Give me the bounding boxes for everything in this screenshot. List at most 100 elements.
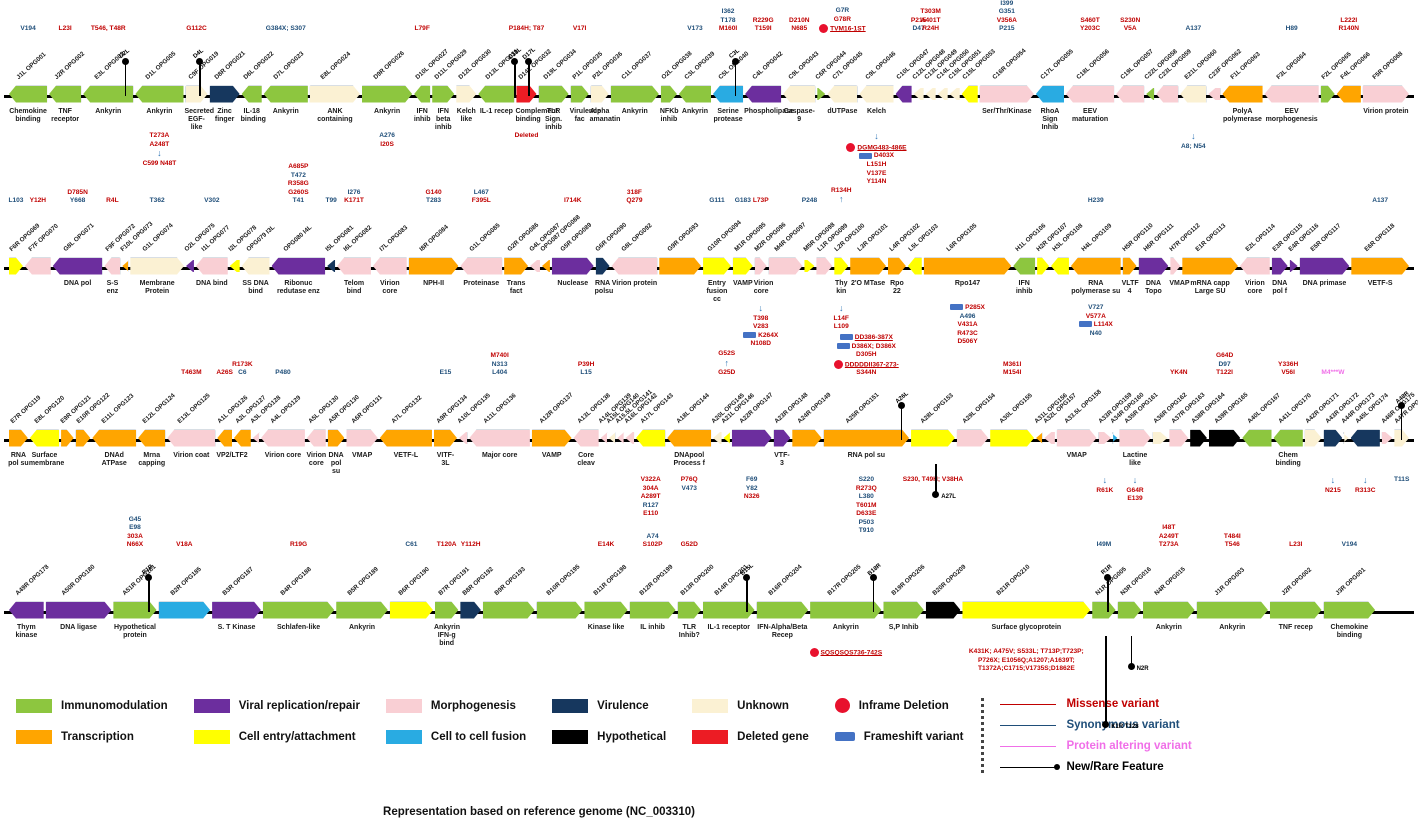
genome-row-2: L103 F6R OPG069 Y12H F7F OPG070 D785N Y668 G8L… (0, 163, 1418, 347)
gene-arrow (755, 258, 767, 275)
gene: T99 I5L OPG081 (324, 172, 355, 346)
gene-arrow (1239, 257, 1270, 275)
variants-below (551, 304, 595, 346)
gene-arrow-zone (327, 426, 346, 450)
variants-below (458, 476, 468, 518)
gene-arrow (362, 86, 412, 103)
variant-annotation: P184H; T87 (509, 25, 545, 34)
variants-below (503, 304, 529, 346)
gene-id-zone: C15L OPG053 (961, 34, 997, 82)
gene-function-label: Ankyrin (146, 108, 173, 115)
gene: V173 C3L OPG039 Ankyrin (678, 0, 716, 174)
gene-function-label: IFN-Alpha/Beta Recep (757, 624, 808, 640)
variants-below (956, 476, 989, 518)
gene-arrow (600, 432, 607, 444)
gene-function-label (600, 450, 608, 476)
gene-arrow-zone (216, 426, 233, 450)
gene-arrow (9, 601, 44, 619)
variant-label: Y82 (745, 484, 758, 492)
variant-line-icon (1000, 724, 1057, 726)
gene: H7R OPG112 VMAP (1168, 172, 1201, 346)
gene-id-label: A4L OPG129 (269, 394, 303, 425)
variants-above: A137 (1179, 0, 1207, 34)
gene-arrow (234, 429, 251, 447)
gene-function-label (158, 622, 212, 648)
gene-arrow-zone (48, 82, 82, 106)
gene-function-label (658, 278, 702, 304)
variants-below (1269, 648, 1323, 690)
feature-dot-icon (1054, 764, 1061, 770)
variants-below: ↓ A8; N54 (1179, 132, 1207, 174)
gene-arrow (1351, 258, 1409, 275)
gene-arrow-zone (1152, 426, 1169, 450)
variants-above (45, 516, 113, 550)
legend-color-swatch (16, 729, 52, 744)
gene-arrow-zone (8, 82, 48, 106)
variant-annotation: V431A (957, 321, 977, 330)
legend-variant-item: Missense variant (1000, 698, 1191, 710)
gene-id-zone: F7F OPG070 (24, 206, 61, 254)
gene-arrow (757, 602, 809, 619)
variants-above (455, 0, 477, 34)
variants-above (961, 516, 1091, 550)
variant-annotation: A276 (379, 132, 395, 141)
legend-item: Virulence (552, 698, 666, 713)
variant-label: P39H (577, 360, 595, 368)
gene-id-zone: I2L OPG078 (228, 206, 259, 254)
variants-above (595, 172, 611, 206)
gene-arrow (895, 85, 912, 103)
variants-above (1376, 516, 1410, 550)
gene-arrow-zone (1289, 254, 1299, 278)
gene: P2L OPG036 Alpha amanatin (590, 0, 624, 174)
gene-id-label: F3L OPG064 (1275, 50, 1309, 81)
gene-arrow (1305, 430, 1322, 447)
gene-id-label: G8L OPG092 (620, 222, 654, 253)
gene-arrow (327, 260, 336, 272)
variant-annotation: P503 (859, 519, 874, 528)
variant-label: I276 (347, 188, 361, 196)
gene-arrow-zone (658, 254, 702, 278)
variant-annotation: I49M (1097, 541, 1112, 550)
gene-id-label: I7L OPG083 (377, 224, 409, 253)
variants-below (1376, 648, 1410, 690)
gene-arrow (435, 602, 458, 619)
gene: G384X; S307 D7L OPG023 Ankyrin (263, 0, 309, 174)
gene-id-zone: M4R OPG097 (768, 206, 808, 254)
gene-id-zone: A46R OPG175 (1380, 378, 1416, 426)
legend-item: Viral replication/repair (193, 698, 360, 713)
gene: T303M A401T R24H C13L OPG049 (920, 0, 959, 174)
variant-annotation: S230, T49H; V38HA (903, 476, 963, 485)
variants-below (1207, 132, 1221, 174)
variant-label: V173 (687, 25, 703, 33)
variant-label: C599 N48T (142, 159, 177, 167)
variants-above: L23I (48, 0, 82, 34)
gene-arrow-zone (459, 598, 482, 622)
variant-annotation: A137 (1372, 197, 1388, 206)
gene-function-label (1207, 106, 1221, 132)
variants-below (782, 132, 816, 174)
gene-arrow (1344, 432, 1348, 444)
gene-arrow-zone (754, 254, 768, 278)
variants-below (925, 132, 937, 174)
variant-annotation: L404 (492, 369, 507, 378)
gene-id-label: E6R OPG118 (1363, 222, 1397, 253)
synonymous-arrow-icon: ↓ (1132, 475, 1138, 485)
new-rare-feature-pin: R1R (141, 564, 155, 612)
gene-function-label: S. T Kinase (217, 624, 256, 631)
variant-label: T362 (149, 197, 165, 205)
variants-below (1043, 476, 1056, 518)
variants-below (241, 304, 271, 346)
gene-function-label: DNApool Process f (673, 452, 705, 468)
gene-arrow (732, 430, 772, 447)
variants-above (1289, 172, 1299, 206)
variant-annotation: 304A (643, 485, 659, 494)
gene: G183 M1R OPG095 VAMP (732, 172, 768, 346)
gene-arrow-zone (1196, 598, 1269, 622)
variants-below: A276 I20S (361, 132, 413, 174)
variants-above (895, 0, 913, 34)
variants-below (1241, 476, 1272, 518)
gene: C15L OPG053 (961, 0, 997, 174)
gene-id-zone: H5R OPG110 (1122, 206, 1155, 254)
gene-arrow (1382, 432, 1393, 444)
variant-annotation: S344N (856, 369, 876, 378)
